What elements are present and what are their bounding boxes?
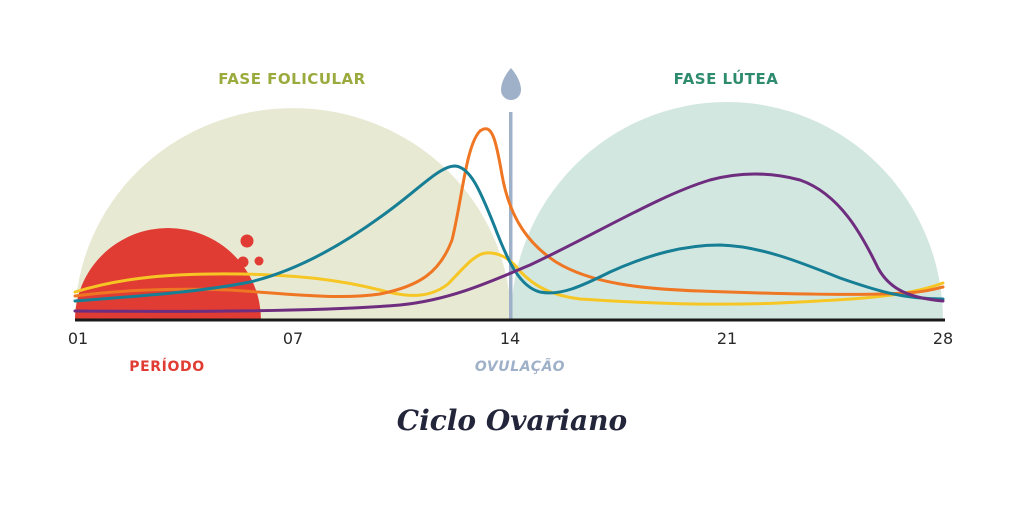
ovulation-label: OVULAÇÃO <box>475 358 565 375</box>
hormone-curve-teal <box>73 164 945 303</box>
follicular-phase-label: FASE FOLICULAR <box>218 70 365 88</box>
day-tick-label: 07 <box>283 329 303 348</box>
period-drop-small <box>254 256 264 266</box>
day-tick-label: 01 <box>68 329 88 348</box>
period-drop-large <box>240 234 254 248</box>
period-drop-medium <box>237 256 249 268</box>
period-label: PERÍODO <box>129 358 204 375</box>
luteal-phase-label: FASE LÚTEA <box>674 69 779 88</box>
day-tick-label: 28 <box>933 329 953 348</box>
diagram-title: Ciclo Ovariano <box>397 404 627 437</box>
hormone-curve-purple <box>73 172 945 313</box>
ovulation-line <box>509 112 513 320</box>
ovum-drop-icon <box>501 68 521 100</box>
day-tick-label: 21 <box>717 329 737 348</box>
hormone-curve-orange <box>73 127 945 299</box>
luteal-phase-dome <box>511 102 943 320</box>
day-tick-label: 14 <box>500 329 520 348</box>
